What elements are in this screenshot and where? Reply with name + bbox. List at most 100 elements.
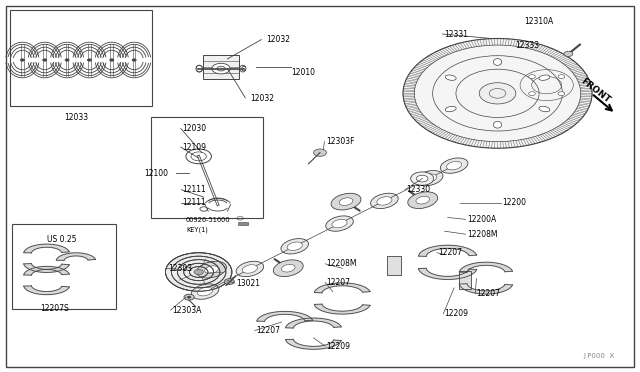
Polygon shape	[257, 311, 312, 321]
Polygon shape	[419, 268, 477, 279]
Circle shape	[217, 66, 225, 71]
Ellipse shape	[281, 238, 308, 254]
Bar	[10, 10, 152, 106]
Bar	[387, 256, 401, 275]
Circle shape	[65, 59, 69, 61]
Text: 12303: 12303	[168, 264, 192, 273]
Text: 12207: 12207	[256, 326, 280, 335]
Polygon shape	[419, 245, 477, 256]
Circle shape	[314, 149, 326, 156]
Bar	[12, 224, 116, 309]
Polygon shape	[24, 264, 69, 272]
Text: 12200A: 12200A	[467, 215, 496, 224]
Bar	[204, 55, 239, 80]
Text: 12207: 12207	[326, 278, 350, 287]
Ellipse shape	[422, 174, 436, 182]
Ellipse shape	[205, 266, 218, 273]
Ellipse shape	[416, 196, 429, 204]
Polygon shape	[314, 283, 370, 293]
Text: 12207: 12207	[438, 248, 462, 257]
Ellipse shape	[326, 216, 353, 231]
Bar	[460, 271, 470, 289]
Ellipse shape	[377, 197, 392, 205]
Polygon shape	[24, 286, 69, 295]
Text: 12109: 12109	[182, 142, 207, 151]
Circle shape	[417, 175, 428, 182]
Polygon shape	[285, 318, 341, 328]
Text: 12207: 12207	[476, 289, 500, 298]
Polygon shape	[285, 339, 341, 349]
Circle shape	[479, 83, 516, 104]
Ellipse shape	[539, 75, 550, 80]
Ellipse shape	[196, 261, 227, 278]
Polygon shape	[24, 266, 69, 275]
Polygon shape	[56, 253, 95, 260]
Text: 12032: 12032	[266, 35, 290, 44]
Polygon shape	[24, 244, 69, 253]
Ellipse shape	[445, 106, 456, 112]
Ellipse shape	[408, 192, 438, 209]
Ellipse shape	[539, 106, 550, 112]
Circle shape	[88, 59, 92, 61]
Circle shape	[564, 51, 573, 57]
Circle shape	[43, 59, 47, 61]
Circle shape	[212, 63, 230, 74]
Text: J P000  X: J P000 X	[583, 353, 614, 359]
Circle shape	[132, 59, 136, 61]
Circle shape	[411, 172, 434, 185]
Text: 12208M: 12208M	[326, 259, 357, 268]
Circle shape	[166, 253, 232, 291]
Ellipse shape	[339, 198, 353, 205]
Circle shape	[529, 92, 535, 96]
Text: 00926-51600: 00926-51600	[186, 217, 230, 223]
Text: 12207S: 12207S	[40, 304, 69, 313]
Text: 12209: 12209	[326, 341, 350, 350]
Ellipse shape	[287, 242, 302, 250]
Circle shape	[513, 66, 580, 105]
Ellipse shape	[282, 264, 295, 272]
Polygon shape	[314, 304, 370, 314]
Ellipse shape	[273, 260, 303, 276]
Text: 12111: 12111	[182, 185, 207, 194]
Text: US 0.25: US 0.25	[47, 235, 76, 244]
Text: 12200: 12200	[502, 198, 526, 207]
Text: 12032: 12032	[250, 94, 274, 103]
Circle shape	[529, 75, 535, 78]
Circle shape	[558, 75, 564, 78]
Ellipse shape	[440, 158, 468, 173]
Ellipse shape	[191, 284, 219, 299]
Circle shape	[224, 279, 234, 285]
Ellipse shape	[198, 288, 212, 296]
Text: 12111: 12111	[182, 198, 207, 207]
Polygon shape	[460, 262, 513, 272]
Text: 12010: 12010	[291, 68, 316, 77]
Circle shape	[187, 296, 191, 298]
Ellipse shape	[243, 265, 257, 273]
Ellipse shape	[332, 219, 347, 228]
Ellipse shape	[445, 75, 456, 80]
Text: 12330: 12330	[406, 185, 430, 194]
Text: 13021: 13021	[236, 279, 260, 288]
Ellipse shape	[415, 170, 443, 186]
Text: 12033: 12033	[64, 113, 88, 122]
Text: 12303F: 12303F	[326, 137, 355, 146]
Text: FRONT: FRONT	[579, 76, 611, 105]
Bar	[151, 118, 262, 218]
Circle shape	[403, 38, 592, 148]
Circle shape	[194, 269, 204, 275]
Bar	[238, 222, 248, 225]
Text: 12030: 12030	[182, 124, 207, 133]
Text: 12209: 12209	[445, 310, 468, 318]
Text: 12333: 12333	[515, 41, 539, 50]
Text: 12208M: 12208M	[467, 230, 497, 239]
Circle shape	[110, 59, 114, 61]
Text: KEY(1): KEY(1)	[186, 227, 208, 233]
Circle shape	[20, 59, 24, 61]
Ellipse shape	[331, 193, 361, 210]
Ellipse shape	[371, 193, 398, 209]
Ellipse shape	[447, 161, 461, 170]
Text: 12331: 12331	[445, 29, 468, 39]
Circle shape	[558, 92, 564, 96]
Ellipse shape	[236, 261, 264, 277]
Text: 12303A: 12303A	[172, 306, 201, 315]
